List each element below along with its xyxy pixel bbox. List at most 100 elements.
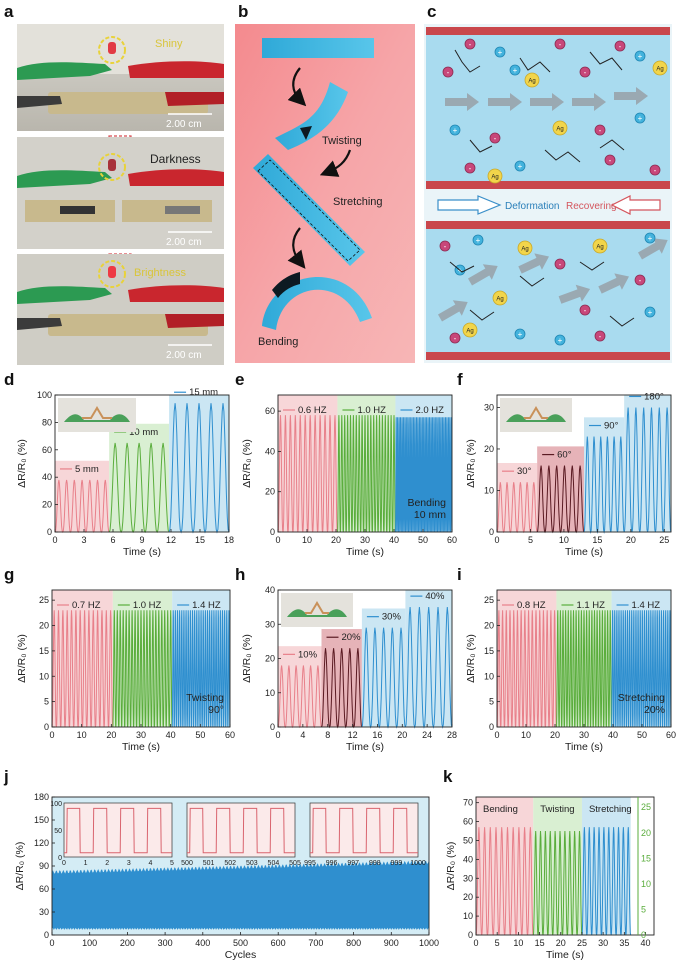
anion (442, 66, 454, 78)
legend-label-60°: 60° (557, 450, 572, 461)
anion (614, 40, 626, 52)
state-label-shiny: Shiny (155, 38, 183, 50)
chart-note: 20% (644, 704, 665, 716)
anion-label: - (469, 164, 472, 173)
x-tick-label: 10 (302, 535, 312, 545)
legend-label-10%: 10% (298, 649, 318, 660)
molecule-bond (519, 57, 551, 73)
legend-label-10 mm: 10 mm (129, 427, 158, 438)
anion (634, 274, 646, 286)
x-tick-label: 40 (641, 938, 651, 948)
y2-tick-label: 0 (641, 930, 646, 940)
x-axis-label: Time (s) (346, 546, 384, 558)
strip-bent (262, 276, 372, 330)
flow-arrow (614, 87, 648, 105)
chart-g: 0 10 20 30 40 50 60 0 5 10 15 20 25 Time (s) ΔR/R₀ (%)… (16, 589, 235, 753)
series-background (278, 395, 338, 532)
strip-stretched (253, 154, 365, 266)
x-tick-label: 0 (494, 730, 499, 740)
panel-label-j: j (3, 767, 9, 786)
panel-c-schematic: - + - - + - + - Ag Ag + - Ag - + - + - - Ag - + Ag Ag + + - - Ag - + - +… (424, 24, 672, 363)
panel-label-a: a (4, 2, 14, 21)
y-tick-label: 30 (463, 873, 473, 883)
x-tick-label: 0 (275, 730, 280, 740)
y-tick-label: 15 (484, 646, 494, 656)
photo-darkness: Darkness 2.00 cm (17, 137, 224, 249)
flow-arrow (438, 300, 468, 322)
x-tick-label: 40 (608, 730, 618, 740)
inset-hands (64, 414, 130, 422)
inset-frame (309, 802, 419, 858)
inset-x-tick-label: 4 (148, 860, 152, 867)
y-axis-label: ΔR/R₀ (%) (14, 842, 26, 891)
scale-bar-3: 2.00 cm (166, 350, 202, 361)
chart-note: 90° (208, 704, 224, 716)
flow-arrow (518, 253, 550, 274)
x-tick-label: 50 (418, 535, 428, 545)
ag-ion (462, 322, 478, 338)
inset-x-tick-label: 996 (326, 860, 338, 867)
legend-label-180°: 180° (644, 391, 664, 402)
x-tick-label: 20 (106, 730, 116, 740)
anion (439, 240, 451, 252)
y-tick-label: 25 (39, 595, 49, 605)
x-tick-label: 18 (224, 535, 234, 545)
inset-frame (186, 802, 296, 858)
inset-series-line (64, 807, 172, 854)
y-tick-label: 10 (39, 671, 49, 681)
x-tick-label: 15 (592, 535, 602, 545)
legend-label-1.4 HZ: 1.4 HZ (632, 600, 661, 611)
panel-label-d: d (4, 370, 14, 389)
inset-strip (82, 406, 112, 419)
series-line-1.1 HZ (556, 610, 612, 728)
y-tick-label: 50 (463, 835, 473, 845)
flow-arrows (438, 87, 668, 322)
y-tick-label: 10 (484, 485, 494, 495)
arrow-3 (287, 227, 306, 269)
y2-tick-label: 15 (641, 853, 651, 863)
series-background (537, 446, 584, 532)
x-tick-label: 0 (473, 938, 478, 948)
scale-bar-2: 2.00 cm (166, 237, 202, 248)
anion (554, 38, 566, 50)
y-axis-label: ΔR/R₀ (%) (445, 842, 457, 891)
cation (509, 64, 521, 76)
inset-strip (524, 406, 548, 419)
y2-tick-label: 5 (641, 904, 646, 914)
x-tick-label: 900 (384, 938, 399, 948)
x-tick-label: 5 (495, 938, 500, 948)
flow-arrow (558, 284, 591, 304)
inset-strip (305, 601, 329, 614)
series-line-2.0 HZ (394, 417, 453, 533)
ag-ion-label: Ag (596, 245, 603, 251)
panel-label-h: h (235, 565, 245, 584)
inset-hands (506, 414, 566, 422)
flow-arrow (488, 93, 522, 111)
plot-frame (475, 796, 655, 936)
state-label-darkness: Darkness (150, 152, 201, 166)
y2-tick-label: 25 (641, 802, 651, 812)
x-tick-label: 20 (626, 535, 636, 545)
y-tick-label: 0 (270, 722, 275, 732)
series-background (109, 423, 170, 532)
inset-series-line (187, 807, 295, 854)
anion-label: - (619, 42, 622, 51)
flow-arrow (572, 93, 606, 111)
inset-x-tick-label: 997 (347, 860, 359, 867)
anion-label: - (599, 126, 602, 135)
anion (604, 154, 616, 166)
label-recovering: Recovering (566, 201, 617, 212)
x-tick-label: 0 (49, 730, 54, 740)
molecule-bond (454, 49, 481, 73)
x-tick-label: 800 (346, 938, 361, 948)
series-background (278, 646, 322, 727)
inset-x-tick-label: 998 (369, 860, 381, 867)
chart-i: 0 10 20 30 40 50 60 0 5 10 15 20 25 Time (s) ΔR/R₀ (%)… (465, 589, 676, 753)
chart-j: 0 100 200 300 400 500 600 700 800 900 100003060901… (14, 792, 439, 961)
flow-arrow (598, 273, 630, 294)
x-tick-label: 6 (110, 535, 115, 545)
y-tick-label: 120 (34, 838, 49, 848)
flow-arrow (638, 238, 668, 260)
y-tick-label: 15 (39, 646, 49, 656)
x-tick-label: 5 (528, 535, 533, 545)
